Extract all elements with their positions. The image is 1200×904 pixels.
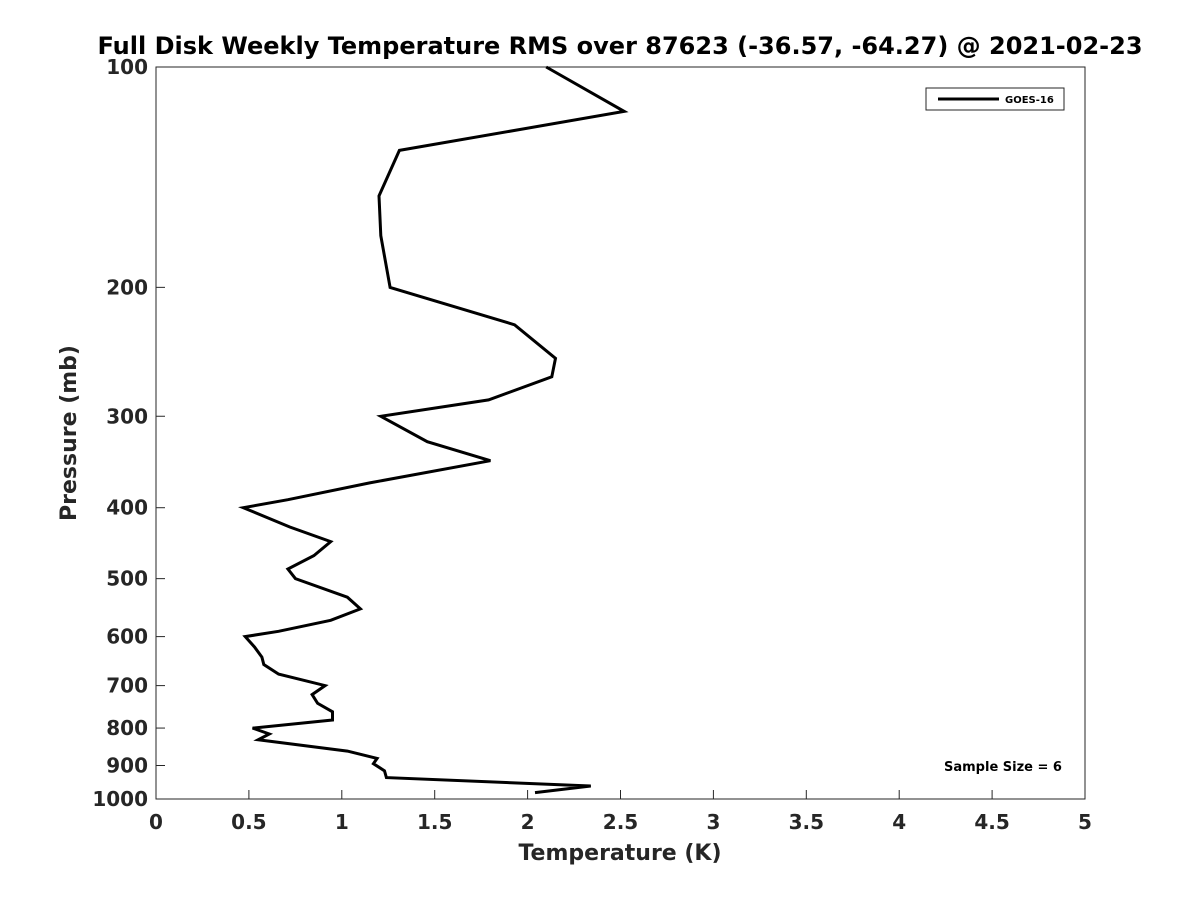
- y-axis: 100 200 300 400 500 600 700 800 900 1000: [92, 55, 165, 811]
- y-tick-label: 200: [106, 275, 148, 299]
- y-axis-label: Pressure (mb): [57, 345, 82, 521]
- series-line-goes-16: [238, 65, 629, 795]
- y-tick-label: 300: [106, 404, 148, 428]
- x-tick-label: 1.5: [417, 810, 452, 834]
- x-tick-label: 2: [521, 810, 535, 834]
- sample-size-annotation: Sample Size = 6: [944, 760, 1062, 775]
- x-tick-label: 0: [149, 810, 163, 834]
- y-tick-label: 700: [106, 674, 148, 698]
- y-tick-label: 600: [106, 625, 148, 649]
- x-tick-label: 3.5: [789, 810, 824, 834]
- x-tick-label: 4: [892, 810, 906, 834]
- y-tick-label: 100: [106, 55, 148, 79]
- x-tick-label: 2.5: [603, 810, 638, 834]
- legend: GOES-16: [925, 87, 1065, 111]
- chart-title: Full Disk Weekly Temperature RMS over 87…: [97, 32, 1142, 60]
- x-tick-label: 5: [1078, 810, 1092, 834]
- legend-label-goes-16: GOES-16: [1005, 95, 1054, 106]
- x-axis-label: Temperature (K): [518, 841, 721, 866]
- x-tick-label: 3: [706, 810, 720, 834]
- x-axis: 0 0.5 1 1.5 2 2.5 3 3.5 4 4.5 5: [149, 790, 1092, 834]
- plot-area-frame: [155, 66, 1086, 800]
- y-tick-label: 1000: [92, 787, 148, 811]
- y-tick-label: 900: [106, 754, 148, 778]
- y-tick-label: 400: [106, 496, 148, 520]
- x-tick-label: 0.5: [231, 810, 266, 834]
- y-tick-label: 500: [106, 567, 148, 591]
- y-tick-label: 800: [106, 716, 148, 740]
- x-tick-label: 4.5: [974, 810, 1009, 834]
- x-tick-label: 1: [335, 810, 349, 834]
